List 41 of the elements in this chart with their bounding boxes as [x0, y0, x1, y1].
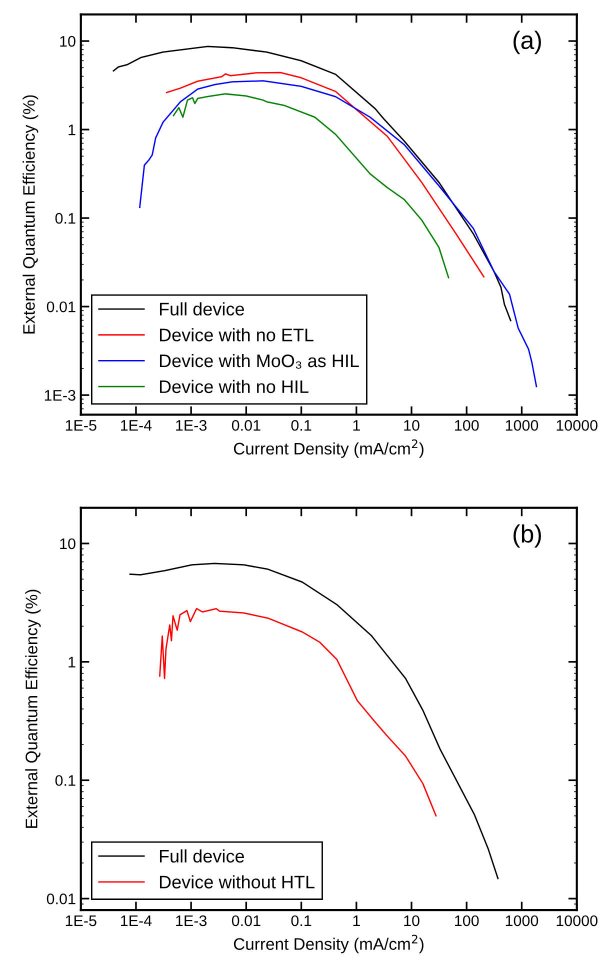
x-tick-label: 0.1	[291, 915, 312, 926]
x-tick-label: 10000	[556, 915, 598, 926]
y-tick-label: 0.1	[55, 775, 76, 786]
y-tick-label: 0.01	[46, 301, 76, 312]
x-tick-label: 1E-5	[66, 420, 96, 431]
annotation: (a)	[514, 30, 541, 54]
y-tick-label: 1E-3	[44, 390, 76, 401]
legend-label: Full device	[160, 302, 244, 316]
x-tick-label: 1000	[506, 420, 538, 431]
x-tick-label: 10000	[556, 420, 598, 431]
x-axis-title: Current Density (mA/cm$^{2}$)	[234, 439, 424, 458]
y-tick-label: 10	[60, 36, 76, 47]
x-tick-label: 0.1	[291, 420, 312, 431]
x-tick-label: 1E-4	[121, 916, 152, 926]
x-tick-label: 0.01	[232, 915, 260, 926]
x-tick-label: 1	[353, 420, 360, 431]
legend-label: Device without HTL	[160, 875, 314, 888]
y-tick-label: 0.1	[55, 212, 76, 224]
x-axis-title: Current Density (mA/cm$^{2}$)	[234, 934, 424, 954]
y-tick-label: 0.01	[46, 893, 76, 904]
y-axis-title: External Quantum Efficiency (%)	[22, 95, 38, 334]
x-tick-label: 10	[404, 915, 420, 926]
y-tick-label: 10	[60, 538, 76, 550]
legend-label: Device with no ETL	[160, 328, 314, 342]
x-tick-label: 0.01	[232, 420, 260, 431]
x-tick-label: 10	[404, 420, 420, 431]
y-tick-label: 1	[68, 124, 76, 136]
y-tick-label: 1	[68, 656, 76, 668]
x-tick-label: 1E-5	[66, 916, 96, 926]
x-tick-label: 1E-3	[176, 915, 207, 926]
x-tick-label: 1E-4	[121, 420, 152, 431]
x-tick-label: 1E-3	[176, 420, 207, 431]
x-tick-label: 100	[455, 420, 479, 431]
legend-label: Device with MoO₃ as HIL	[160, 354, 359, 369]
x-tick-label: 1000	[506, 915, 538, 926]
legend-label: Device with no HIL	[160, 380, 308, 394]
legend-label: Full device	[160, 849, 244, 863]
annotation: (b)	[514, 524, 541, 548]
x-tick-label: 100	[455, 915, 479, 926]
x-tick-label: 1	[353, 916, 360, 926]
y-axis-title: External Quantum Efficiency (%)	[25, 590, 41, 828]
